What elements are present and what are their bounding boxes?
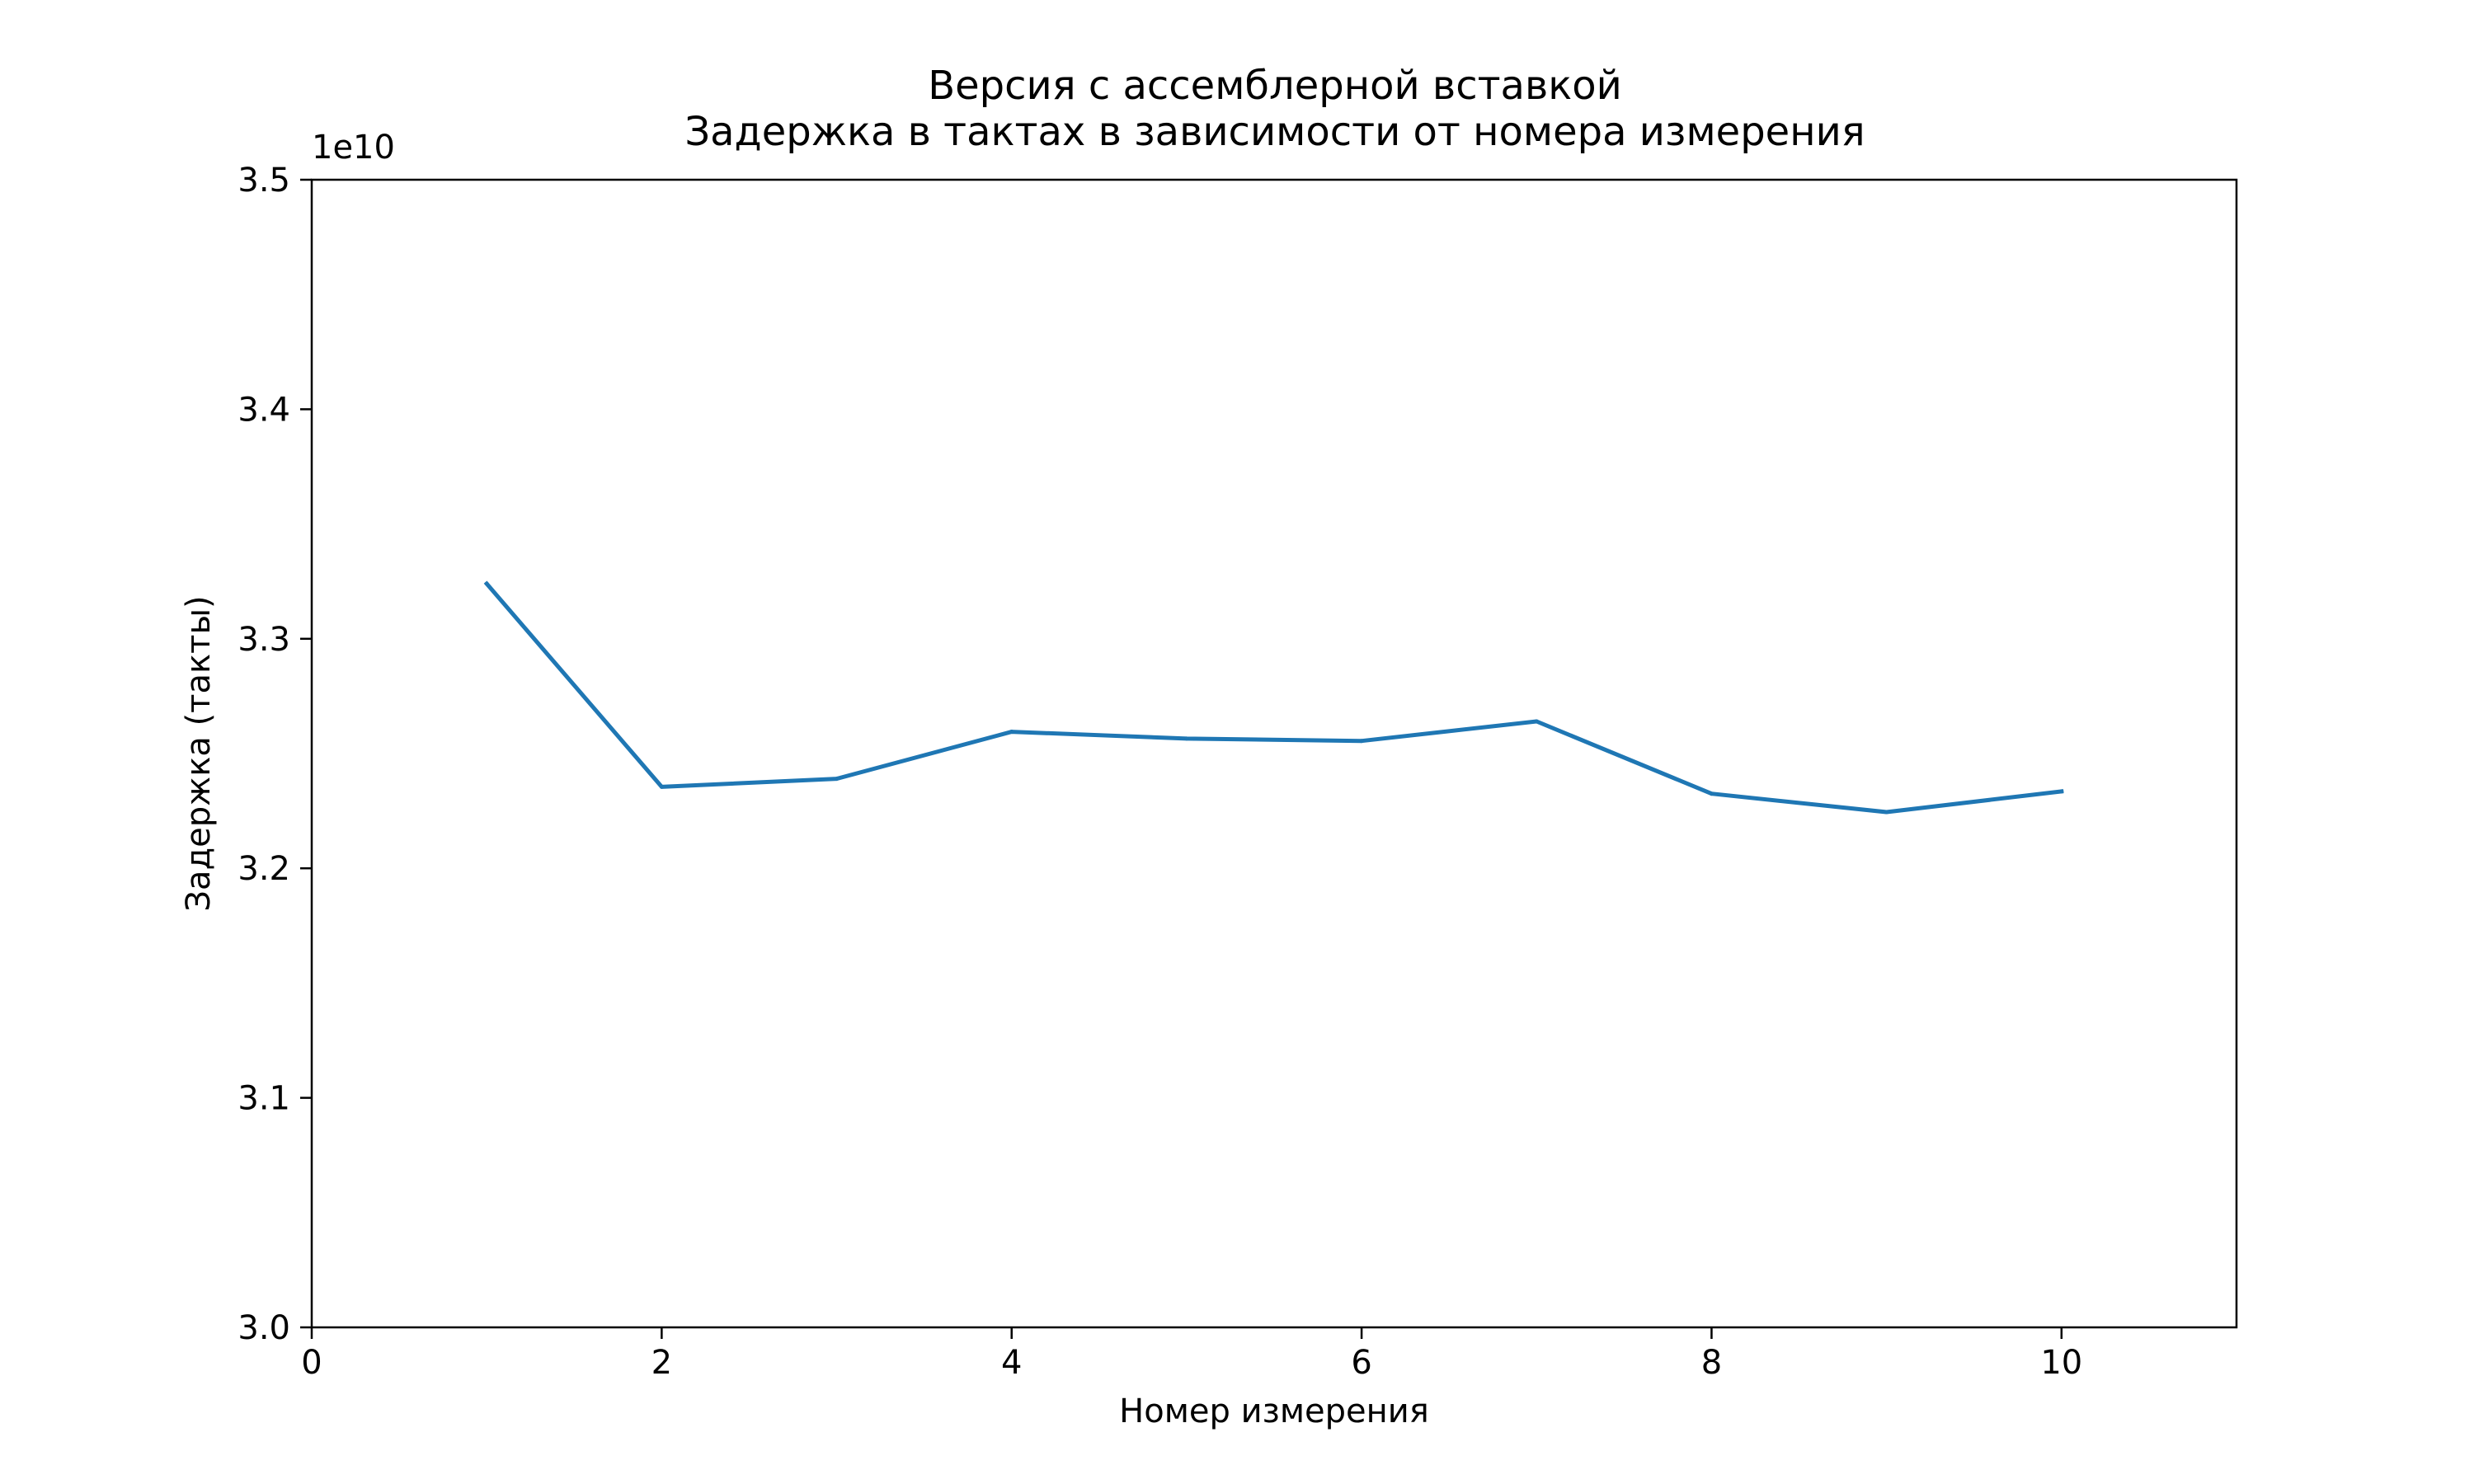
data-point (2059, 789, 2064, 794)
ticks-layer: 0 2 4 6 8 10 3.0 3.1 3.2 3.3 3.4 3.5 (238, 162, 2082, 1382)
x-axis-label: Номер измерения (1119, 1392, 1429, 1430)
x-tick-label: 2 (651, 1344, 672, 1382)
y-tick-label: 3.1 (238, 1080, 290, 1118)
y-tick-label: 3.2 (238, 850, 290, 888)
y-axis-offset-label: 1e10 (312, 129, 395, 167)
y-tick-label: 3.4 (238, 391, 290, 429)
x-tick-label: 6 (1351, 1344, 1371, 1382)
data-point (1009, 730, 1014, 735)
data-point (835, 777, 840, 782)
x-tick-label: 4 (1001, 1344, 1022, 1382)
data-point (1709, 791, 1714, 796)
y-axis-label: Задержка (такты) (180, 595, 218, 911)
x-tick-label: 0 (301, 1344, 322, 1382)
chart-title-line-1: Версия с ассемблерной вставкой (928, 63, 1622, 109)
data-point (1534, 719, 1539, 724)
data-point (1184, 736, 1189, 741)
chart-title-line-2: Задержка в тактах в зависимости от номер… (684, 109, 1865, 155)
x-tick-label: 10 (2040, 1344, 2082, 1382)
y-tick-label: 3.3 (238, 621, 290, 659)
data-point (1359, 739, 1364, 744)
x-tick-label: 8 (1701, 1344, 1722, 1382)
data-point (1884, 810, 1889, 815)
data-point (659, 784, 664, 789)
series-line (483, 580, 2064, 815)
y-tick-label: 3.0 (238, 1309, 290, 1347)
series-layer (483, 580, 2064, 815)
data-point (484, 581, 489, 586)
plot-area-frame (310, 178, 2238, 1329)
y-tick-label: 3.5 (238, 162, 290, 200)
